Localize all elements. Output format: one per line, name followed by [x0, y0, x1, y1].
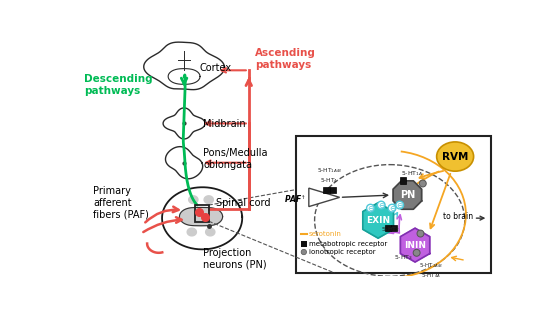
Text: EXIN: EXIN	[366, 216, 390, 225]
Text: Spinal cord: Spinal cord	[217, 198, 271, 208]
Circle shape	[377, 201, 385, 209]
Text: 5-HT$_2$: 5-HT$_2$	[381, 225, 400, 234]
Circle shape	[396, 201, 404, 209]
Bar	[296, 136, 491, 273]
Text: Primary
afferent
fibers (PAF): Primary afferent fibers (PAF)	[93, 186, 149, 219]
Text: 5-HT$_{1A}$: 5-HT$_{1A}$	[401, 169, 423, 178]
Bar	[385, 225, 391, 231]
Text: ⊖: ⊖	[378, 201, 384, 210]
Polygon shape	[189, 196, 198, 204]
Polygon shape	[144, 42, 224, 90]
Text: Midbrain: Midbrain	[204, 119, 246, 129]
Text: Pons/Medulla
oblongata: Pons/Medulla oblongata	[204, 148, 268, 170]
Polygon shape	[363, 203, 393, 238]
Text: PN: PN	[400, 190, 415, 200]
Bar	[323, 187, 329, 193]
Text: to brain: to brain	[443, 212, 474, 221]
Polygon shape	[187, 228, 196, 236]
Text: Descending
pathways: Descending pathways	[84, 74, 152, 96]
Text: ionotropic receptor: ionotropic receptor	[309, 249, 376, 255]
Bar	[391, 225, 398, 231]
Polygon shape	[163, 108, 205, 139]
Polygon shape	[393, 181, 422, 209]
Bar	[329, 187, 336, 193]
Circle shape	[366, 204, 375, 212]
Text: ININ: ININ	[404, 241, 426, 250]
Polygon shape	[204, 196, 213, 204]
Circle shape	[417, 230, 424, 237]
Text: PAF$^↑$: PAF$^↑$	[284, 193, 306, 205]
Circle shape	[301, 249, 306, 255]
Bar	[195, 205, 209, 222]
Text: 5-HT$_{2A/B}$
5-HT$_{4A}$: 5-HT$_{2A/B}$ 5-HT$_{4A}$	[419, 262, 442, 280]
Text: RVM: RVM	[442, 152, 468, 162]
Polygon shape	[166, 147, 203, 179]
Text: metabotropic receptor: metabotropic receptor	[309, 241, 387, 246]
Text: 5-HT$_3$: 5-HT$_3$	[394, 253, 412, 262]
Text: Ascending
pathways: Ascending pathways	[255, 48, 316, 69]
Text: Projection
neurons (PN): Projection neurons (PN)	[202, 248, 266, 270]
Polygon shape	[206, 228, 215, 236]
Ellipse shape	[437, 142, 474, 171]
Text: ⊖: ⊖	[397, 201, 403, 210]
Text: ⊖: ⊖	[367, 204, 373, 213]
Polygon shape	[309, 188, 340, 206]
Text: ⊖: ⊖	[389, 204, 395, 213]
Text: 5-HT$_{1A/B}$
5-HT$_4$: 5-HT$_{1A/B}$ 5-HT$_4$	[317, 167, 342, 185]
Circle shape	[419, 180, 426, 187]
Polygon shape	[168, 69, 200, 84]
Bar	[400, 177, 406, 184]
Circle shape	[388, 204, 396, 212]
Polygon shape	[179, 207, 223, 226]
Text: Cortex: Cortex	[200, 63, 232, 73]
Circle shape	[413, 249, 420, 256]
Text: serotonin: serotonin	[309, 231, 342, 237]
Polygon shape	[162, 187, 242, 249]
Polygon shape	[400, 228, 430, 262]
Bar	[301, 241, 306, 247]
